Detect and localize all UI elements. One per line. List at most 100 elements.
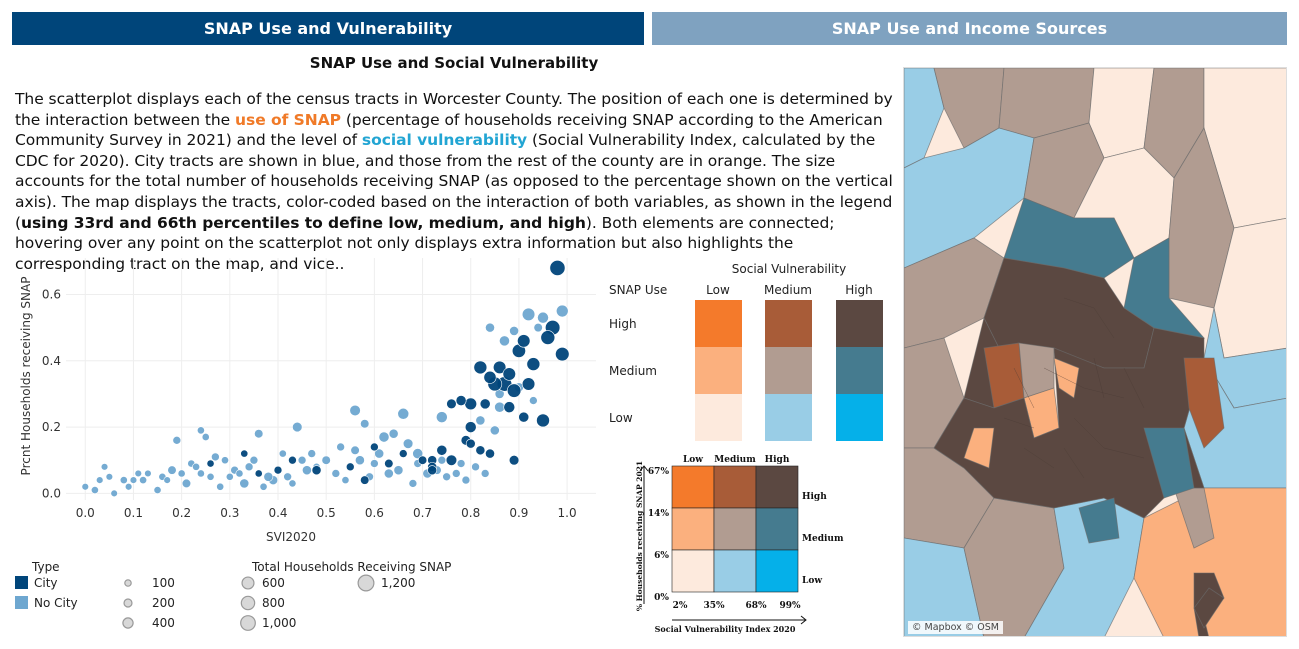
no-city-point[interactable]	[292, 421, 303, 433]
city-point[interactable]	[479, 398, 491, 410]
no-city-point[interactable]	[263, 471, 274, 482]
city-point[interactable]	[503, 401, 516, 414]
no-city-point[interactable]	[307, 449, 317, 458]
no-city-point[interactable]	[471, 462, 480, 472]
map-tract[interactable]	[1078, 497, 1120, 544]
no-city-point[interactable]	[105, 473, 114, 481]
no-city-point[interactable]	[350, 445, 360, 455]
no-city-point[interactable]	[100, 463, 109, 471]
no-city-point[interactable]	[206, 472, 215, 481]
no-city-point[interactable]	[129, 476, 138, 484]
no-city-point[interactable]	[196, 426, 205, 435]
no-city-point[interactable]	[556, 304, 569, 318]
city-point[interactable]	[311, 465, 322, 476]
map-tract[interactable]	[1183, 357, 1225, 449]
no-city-point[interactable]	[360, 419, 370, 429]
no-city-point[interactable]	[485, 322, 495, 333]
map-canvas[interactable]	[904, 68, 1287, 637]
no-city-point[interactable]	[494, 401, 506, 413]
no-city-point[interactable]	[225, 472, 234, 481]
no-city-point[interactable]	[509, 326, 519, 336]
map-tract[interactable]	[904, 68, 945, 169]
city-point[interactable]	[540, 330, 556, 345]
city-point[interactable]	[240, 449, 249, 458]
no-city-point[interactable]	[211, 452, 220, 462]
map-tract[interactable]	[904, 537, 984, 637]
legend-no-city-swatch[interactable]	[15, 596, 28, 609]
city-point[interactable]	[518, 411, 530, 423]
city-point[interactable]	[445, 454, 458, 466]
no-city-point[interactable]	[374, 448, 385, 459]
no-city-point[interactable]	[480, 469, 490, 478]
no-city-point[interactable]	[239, 478, 250, 489]
no-city-point[interactable]	[529, 396, 538, 405]
no-city-point[interactable]	[461, 475, 471, 485]
no-city-point[interactable]	[499, 335, 510, 347]
no-city-point[interactable]	[278, 449, 287, 458]
no-city-point[interactable]	[216, 482, 225, 491]
city-point[interactable]	[521, 377, 536, 391]
no-city-point[interactable]	[167, 465, 177, 475]
no-city-point[interactable]	[259, 482, 268, 491]
city-point[interactable]	[536, 413, 550, 428]
no-city-point[interactable]	[442, 472, 451, 482]
city-point[interactable]	[508, 455, 520, 466]
tab-snap-vulnerability[interactable]: SNAP Use and Vulnerability	[12, 12, 644, 45]
no-city-point[interactable]	[134, 469, 142, 478]
no-city-point[interactable]	[378, 431, 390, 443]
no-city-point[interactable]	[521, 307, 536, 321]
no-city-point[interactable]	[139, 476, 148, 485]
no-city-point[interactable]	[437, 455, 447, 465]
city-point[interactable]	[427, 465, 438, 476]
no-city-point[interactable]	[537, 311, 549, 324]
scatterplot[interactable]: 0.0 0.1 0.2 0.3 0.4 0.5 0.6 0.7 0.8 0.9 1.0 0.0 0.2 0…	[0, 250, 600, 550]
tract-map[interactable]	[903, 67, 1287, 637]
city-point[interactable]	[493, 360, 507, 375]
no-city-point[interactable]	[144, 469, 152, 478]
no-city-point[interactable]	[321, 455, 331, 465]
no-city-point[interactable]	[181, 478, 192, 489]
city-point[interactable]	[360, 475, 370, 485]
no-city-point[interactable]	[489, 425, 500, 436]
no-city-point[interactable]	[402, 438, 414, 449]
city-point[interactable]	[345, 462, 355, 472]
city-point[interactable]	[502, 367, 516, 381]
map-tract[interactable]	[933, 327, 1205, 519]
no-city-point[interactable]	[244, 462, 254, 472]
no-city-point[interactable]	[397, 407, 410, 420]
city-point[interactable]	[506, 383, 522, 398]
no-city-point[interactable]	[336, 442, 345, 452]
no-city-point[interactable]	[124, 483, 133, 491]
no-city-point[interactable]	[341, 476, 350, 485]
city-point[interactable]	[526, 357, 541, 371]
no-city-point[interactable]	[172, 436, 182, 445]
city-point[interactable]	[398, 449, 408, 458]
no-city-point[interactable]	[110, 489, 118, 498]
city-point[interactable]	[384, 458, 394, 469]
no-city-point[interactable]	[235, 469, 244, 478]
city-point[interactable]	[464, 421, 477, 433]
no-city-point[interactable]	[249, 455, 259, 465]
city-point[interactable]	[517, 334, 531, 348]
city-point[interactable]	[206, 459, 215, 468]
no-city-point[interactable]	[302, 465, 312, 476]
no-city-point[interactable]	[355, 455, 365, 466]
no-city-point[interactable]	[196, 469, 205, 478]
city-point[interactable]	[273, 465, 283, 475]
city-point[interactable]	[485, 448, 495, 459]
no-city-point[interactable]	[192, 462, 201, 471]
no-city-point[interactable]	[221, 456, 229, 465]
no-city-point[interactable]	[81, 483, 89, 491]
no-city-point[interactable]	[435, 411, 448, 423]
map-tract[interactable]	[963, 427, 995, 469]
no-city-point[interactable]	[163, 476, 171, 484]
city-point[interactable]	[475, 445, 486, 456]
no-city-point[interactable]	[288, 479, 297, 488]
no-city-point[interactable]	[119, 476, 128, 485]
no-city-point[interactable]	[388, 428, 399, 439]
city-point[interactable]	[473, 360, 488, 375]
no-city-point[interactable]	[90, 486, 99, 494]
city-point[interactable]	[483, 370, 497, 384]
no-city-point[interactable]	[408, 479, 418, 488]
no-city-point[interactable]	[153, 486, 162, 494]
